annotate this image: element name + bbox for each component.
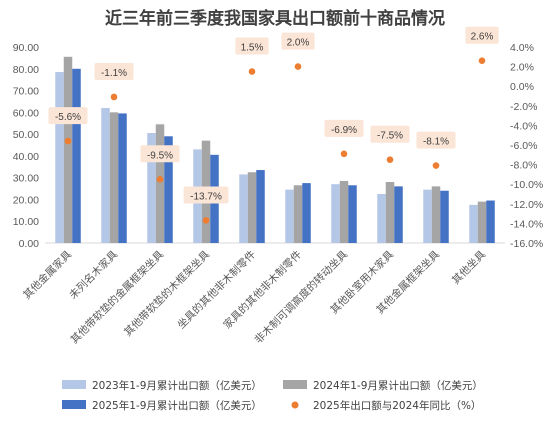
bar-series-3: [118, 113, 127, 243]
right-axis-tick-label: -10.0%: [510, 179, 543, 191]
legend-label: 2024年1-9月累计出口额（亿美元）: [313, 379, 483, 392]
yoy-data-label: -13.7%: [190, 191, 222, 202]
bar-series-2: [293, 185, 303, 243]
right-axis-tick-label: -16.0%: [510, 238, 543, 250]
yoy-point: [248, 68, 256, 75]
yoy-data-label: -6.9%: [331, 125, 357, 136]
bar-series-2: [155, 124, 165, 243]
category-label: 其他带软垫的木框架坐具: [121, 248, 212, 339]
left-axis-tick-label: 90.00: [13, 42, 39, 54]
bar-series-3: [164, 136, 173, 243]
bar-series-1: [101, 107, 110, 243]
left-axis-tick-label: 50.00: [13, 129, 39, 141]
legend-label: 2025年出口额与2024年同比（%）: [313, 399, 481, 412]
bar-series-1: [469, 204, 478, 243]
yoy-label-box: [370, 125, 410, 143]
yoy-label-box: [94, 62, 134, 80]
bar-series-2: [339, 180, 349, 243]
yoy-point: [294, 63, 302, 70]
right-axis-tick-label: -12.0%: [510, 199, 543, 211]
right-axis: -16.0% -14.0% -12.0% -10.0% -8.0% -6.0% -4.0% -…: [510, 42, 543, 250]
yoy-label-box: [324, 119, 364, 137]
right-axis-tick-label: -14.0%: [510, 218, 543, 230]
category-label: 其他带软垫的金属框架坐具: [68, 248, 167, 347]
yoy-point: [202, 217, 210, 224]
yoy-point: [340, 150, 348, 158]
legend-label: 2025年1-9月累计出口额（亿美元）: [92, 399, 262, 412]
bar-group: [55, 56, 495, 244]
yoy-point: [64, 137, 72, 145]
legend-swatch: [291, 401, 299, 409]
yoy-data-label: -1.1%: [101, 68, 127, 79]
legend-label: 2023年1-9月累计出口额（亿美元）: [92, 379, 262, 392]
yoy-data-label: 2.0%: [287, 38, 310, 49]
yoy-label-box: [48, 107, 88, 125]
legend-swatch: [283, 380, 307, 389]
yoy-label-box: [465, 26, 499, 44]
yoy-point: [432, 162, 440, 169]
left-axis-tick-label: 60.00: [13, 107, 39, 119]
yoy-data-label: 1.5%: [241, 43, 264, 54]
category-label: 坐具的其他非木制零件: [175, 248, 258, 331]
left-axis-tick-label: 80.00: [13, 64, 39, 76]
bar-series-2: [247, 172, 257, 243]
yoy-data-label: -8.1%: [423, 137, 449, 148]
bar-series-1: [55, 72, 64, 244]
right-axis-tick-label: 2.0%: [510, 62, 534, 74]
right-axis-tick-label: 4.0%: [510, 42, 534, 54]
right-axis-tick-label: -6.0%: [510, 140, 537, 152]
chart-title: 近三年前三季度我国家具出口额前十商品情况: [105, 8, 445, 29]
left-axis-tick-label: 0.00: [19, 238, 40, 250]
right-axis-tick-label: -8.0%: [510, 160, 537, 172]
bar-series-2: [109, 112, 119, 243]
bar-series-3: [348, 185, 357, 243]
yoy-data-label: 2.6%: [471, 32, 494, 43]
category-label: 非木制可调高度的转动坐具: [252, 248, 351, 347]
bar-series-2: [477, 201, 487, 243]
category-labels: 其他金属家具未列名木家具其他带软垫的金属框架坐具其他带软垫的木框架坐具坐具的其他…: [20, 248, 488, 347]
bar-series-1: [147, 133, 156, 243]
legend-swatch: [62, 400, 86, 409]
yoy-label-box: [140, 145, 180, 163]
bar-series-3: [302, 183, 311, 243]
yoy-point: [110, 93, 118, 101]
bar-series-3: [440, 190, 449, 243]
bar-series-1: [377, 194, 386, 243]
bar-series-1: [285, 189, 294, 243]
bar-series-1: [331, 184, 340, 243]
bar-series-1: [423, 189, 432, 243]
yoy-point-group: -5.6% -1.1% -9.5% -13.7% 1.5% 2.0% -6.9% -7.5% -…: [48, 26, 499, 224]
yoy-label-box: [183, 186, 229, 204]
yoy-label-box: [416, 131, 456, 149]
yoy-point: [156, 176, 164, 183]
bar-series-1: [239, 174, 248, 243]
right-axis-tick-label: -4.0%: [510, 120, 537, 132]
yoy-label-box: [235, 37, 269, 55]
yoy-data-label: -5.6%: [55, 112, 81, 123]
legend: 2023年1-9月累计出口额（亿美元） 2024年1-9月累计出口额（亿美元） 20…: [62, 379, 483, 412]
yoy-point: [478, 57, 486, 65]
left-axis-tick-label: 40.00: [13, 151, 39, 163]
bar-series-3: [394, 186, 403, 243]
yoy-data-label: -7.5%: [377, 131, 403, 142]
right-axis-tick-label: 0.0%: [510, 81, 534, 93]
bar-series-2: [385, 182, 395, 243]
bar-series-3: [256, 170, 265, 243]
left-axis-tick-label: 30.00: [13, 173, 39, 185]
category-label: 家具的其他非木制零件: [221, 248, 304, 331]
left-axis-tick-label: 70.00: [13, 86, 39, 98]
bar-series-3: [486, 200, 495, 243]
yoy-point: [386, 156, 394, 163]
bar-series-3: [72, 68, 81, 244]
left-axis-tick-label: 20.00: [13, 194, 39, 206]
legend-swatch: [62, 380, 86, 389]
left-axis-tick-label: 10.00: [13, 216, 39, 228]
right-axis-tick-label: -2.0%: [510, 101, 537, 113]
bar-series-2: [63, 56, 73, 243]
category-label: 其他坐具: [449, 248, 488, 287]
bar-series-2: [431, 186, 441, 243]
yoy-label-box: [281, 32, 315, 50]
yoy-data-label: -9.5%: [147, 150, 173, 161]
